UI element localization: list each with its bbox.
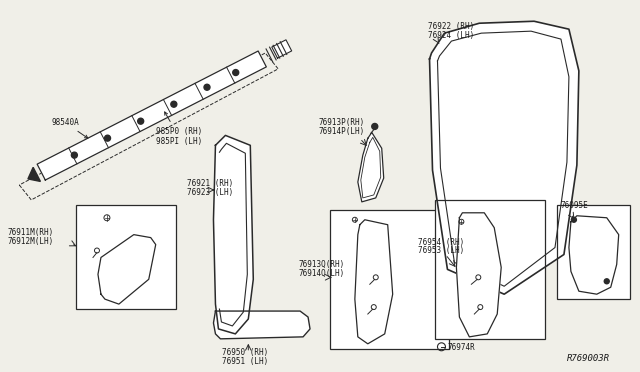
- Text: R769003R: R769003R: [567, 354, 610, 363]
- Circle shape: [604, 279, 609, 284]
- Text: 76953 (LH): 76953 (LH): [417, 247, 464, 256]
- Circle shape: [104, 135, 111, 141]
- Polygon shape: [569, 216, 619, 294]
- Polygon shape: [456, 213, 501, 337]
- Circle shape: [138, 118, 143, 124]
- Circle shape: [204, 84, 210, 90]
- Polygon shape: [214, 311, 310, 339]
- Text: 76923 (LH): 76923 (LH): [187, 188, 233, 197]
- Text: 76914P(LH): 76914P(LH): [318, 127, 364, 137]
- Polygon shape: [272, 40, 292, 58]
- Bar: [557, 205, 630, 299]
- Text: 76951 (LH): 76951 (LH): [223, 357, 269, 366]
- Text: 76912M(LH): 76912M(LH): [8, 237, 54, 246]
- Polygon shape: [429, 21, 579, 294]
- Text: 76950 (RH): 76950 (RH): [223, 348, 269, 357]
- Text: 98540A: 98540A: [51, 118, 88, 138]
- Bar: [330, 210, 449, 349]
- Circle shape: [171, 101, 177, 107]
- Text: 76913P(RH): 76913P(RH): [318, 118, 364, 128]
- Text: 76914Q(LH): 76914Q(LH): [298, 269, 344, 278]
- Circle shape: [233, 70, 239, 76]
- Text: 76913Q(RH): 76913Q(RH): [298, 260, 344, 269]
- Polygon shape: [98, 235, 156, 304]
- Polygon shape: [214, 135, 253, 334]
- Bar: [76, 205, 175, 309]
- Text: 76911M(RH): 76911M(RH): [8, 228, 54, 237]
- Polygon shape: [355, 220, 393, 344]
- Text: 985P0 (RH)
985PI (LH): 985P0 (RH) 985PI (LH): [156, 112, 202, 146]
- Polygon shape: [358, 132, 384, 202]
- Circle shape: [372, 124, 378, 129]
- Polygon shape: [28, 167, 40, 182]
- Circle shape: [572, 217, 577, 222]
- Text: 76095E: 76095E: [561, 201, 589, 210]
- Text: 76924 (LH): 76924 (LH): [428, 31, 474, 40]
- Text: 76922 (RH): 76922 (RH): [428, 22, 474, 31]
- Text: 76921 (RH): 76921 (RH): [187, 179, 233, 188]
- Polygon shape: [37, 51, 266, 180]
- Circle shape: [72, 152, 77, 158]
- Text: 76954 (RH): 76954 (RH): [417, 238, 464, 247]
- Bar: [435, 200, 545, 339]
- Text: 76974R: 76974R: [447, 343, 475, 352]
